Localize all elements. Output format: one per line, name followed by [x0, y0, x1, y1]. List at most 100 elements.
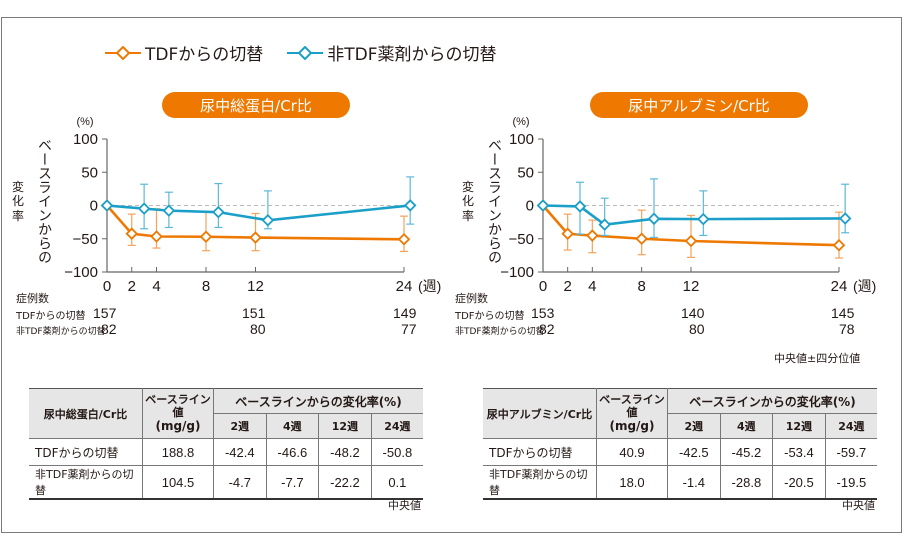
table-cell: -45.2: [719, 438, 773, 466]
x-tick-label: 24: [396, 278, 413, 295]
data-point: [598, 218, 611, 231]
table-header-week: 12週: [318, 413, 372, 439]
orange-diamond-line-icon: [105, 45, 141, 60]
x-tick-label: 0: [539, 278, 547, 295]
y-tick-label: 100: [509, 131, 534, 148]
baseline-header-text: ベースライン値: [599, 393, 665, 420]
baseline-unit-text: (mg/g): [609, 419, 655, 434]
table-header-param: 尿中総蛋白/Cr比: [29, 388, 143, 439]
data-point: [536, 199, 550, 212]
legend-item-tdf: TDFからの切替: [105, 40, 263, 65]
table-row: TDFからの切替 188.8 -42.4 -46.6 -48.2 -50.8: [29, 438, 423, 466]
data-point: [397, 233, 411, 246]
y-tick-label: −100: [500, 264, 534, 281]
table-cell: 104.5: [142, 465, 214, 499]
table-cell: 18.0: [596, 465, 668, 499]
n-value: 157: [93, 305, 117, 321]
x-tick-label: 4: [152, 278, 160, 295]
data-point: [249, 231, 262, 244]
table-cell: -46.6: [265, 438, 319, 466]
data-point: [162, 204, 176, 217]
table-header-baseline: ベースライン値 (mg/g): [596, 388, 668, 439]
n-value: 77: [401, 321, 417, 337]
table-header-change: ベースラインからの変化率(%): [213, 388, 423, 414]
table-header-week: 4週: [265, 413, 319, 439]
legend: TDFからの切替 非TDF薬剤からの切替: [105, 40, 497, 65]
x-tick-label: 4: [588, 278, 596, 295]
table-cell: -1.4: [667, 465, 721, 499]
table-row: 非TDF薬剤からの切替 104.5 -4.7 -7.7 -22.2 0.1: [29, 465, 423, 499]
table-row-label: 非TDF薬剤からの切替: [29, 465, 143, 499]
n-row-label-tdf: TDFからの切替: [455, 311, 525, 322]
data-point: [647, 212, 661, 226]
data-point: [212, 205, 225, 219]
x-tick-label: 8: [637, 278, 645, 295]
y-tick-label: 0: [526, 198, 534, 215]
legend-label-tdf: TDFからの切替: [145, 45, 264, 65]
data-point: [403, 199, 417, 212]
series-tdf: [536, 199, 846, 259]
x-tick-label: 24: [831, 278, 848, 295]
table-header-week: 2週: [667, 413, 721, 439]
series-tdf: [100, 199, 411, 252]
table-cell: -4.7: [213, 465, 267, 499]
n-row-label-tdf: TDFからの切替: [16, 311, 86, 322]
data-point: [635, 232, 648, 246]
table-cell: -48.2: [318, 438, 372, 466]
legend-item-non-tdf: 非TDF薬剤からの切替: [287, 40, 497, 65]
table-row-label: 非TDF薬剤からの切替: [483, 465, 597, 499]
table-cell: 188.8: [142, 438, 214, 466]
table-cell: -53.4: [772, 438, 826, 466]
series-line: [542, 204, 846, 227]
data-point: [261, 213, 275, 227]
n-row-label-non-tdf: 非TDF薬剤からの切替: [16, 327, 106, 337]
table-row: 非TDF薬剤からの切替 18.0 -1.4 -28.8 -20.5 -19.5: [483, 465, 877, 499]
y-axis-label-right-1: ベースラインからの: [486, 138, 502, 264]
n-value: 149: [393, 305, 417, 321]
y-tick-label: −50: [509, 231, 534, 248]
table-header-week: 24週: [824, 413, 877, 439]
y-axis-label-left-1: ベースラインからの: [36, 138, 52, 264]
table-header-change: ベースラインからの変化率(%): [667, 388, 877, 414]
n-title: 症例数: [455, 292, 488, 305]
y-tick-label: −50: [73, 231, 98, 248]
data-point: [199, 230, 213, 244]
data-point: [832, 238, 846, 252]
chart-title-total-protein: 尿中総蛋白/Cr比: [162, 92, 350, 118]
error-bar-note: 中央値±四分位値: [774, 352, 861, 365]
figure-frame: [1, 17, 902, 533]
y-unit-label: (%): [76, 116, 93, 128]
y-axis-label-left-2: 変化率: [12, 180, 25, 223]
data-point: [150, 230, 163, 243]
data-point: [838, 212, 852, 225]
x-tick-label: 0: [103, 278, 111, 295]
table-cell: -42.5: [667, 438, 721, 466]
table-header-week: 4週: [719, 413, 773, 439]
chart-title-albumin: 尿中アルブミン/Cr比: [590, 92, 808, 118]
table-header-param: 尿中アルブミン/Cr比: [483, 388, 597, 439]
table-header-baseline: ベースライン値 (mg/g): [142, 388, 214, 439]
table-row-label: TDFからの切替: [29, 438, 143, 466]
n-value: 82: [539, 321, 555, 337]
n-value: 145: [831, 305, 855, 321]
y-tick-label: −100: [64, 264, 98, 281]
table-cell: -42.4: [213, 438, 267, 466]
table-header-week: 24週: [370, 413, 423, 439]
data-point: [137, 202, 151, 215]
table-header-week: 2週: [213, 413, 267, 439]
table-header-week: 12週: [772, 413, 826, 439]
x-tick-label: 8: [202, 278, 210, 295]
y-axis-label-right-2: 変化率: [462, 180, 475, 223]
y-unit-label: (%): [512, 116, 529, 128]
n-value: 151: [242, 305, 266, 321]
n-value: 80: [250, 321, 266, 337]
y-tick-label: 50: [517, 164, 534, 181]
table-row: TDFからの切替 40.9 -42.5 -45.2 -53.4 -59.7: [483, 438, 877, 466]
data-point: [125, 227, 139, 240]
table-cell: 40.9: [596, 438, 668, 466]
table-row-label: TDFからの切替: [483, 438, 597, 466]
series-line: [106, 204, 405, 241]
